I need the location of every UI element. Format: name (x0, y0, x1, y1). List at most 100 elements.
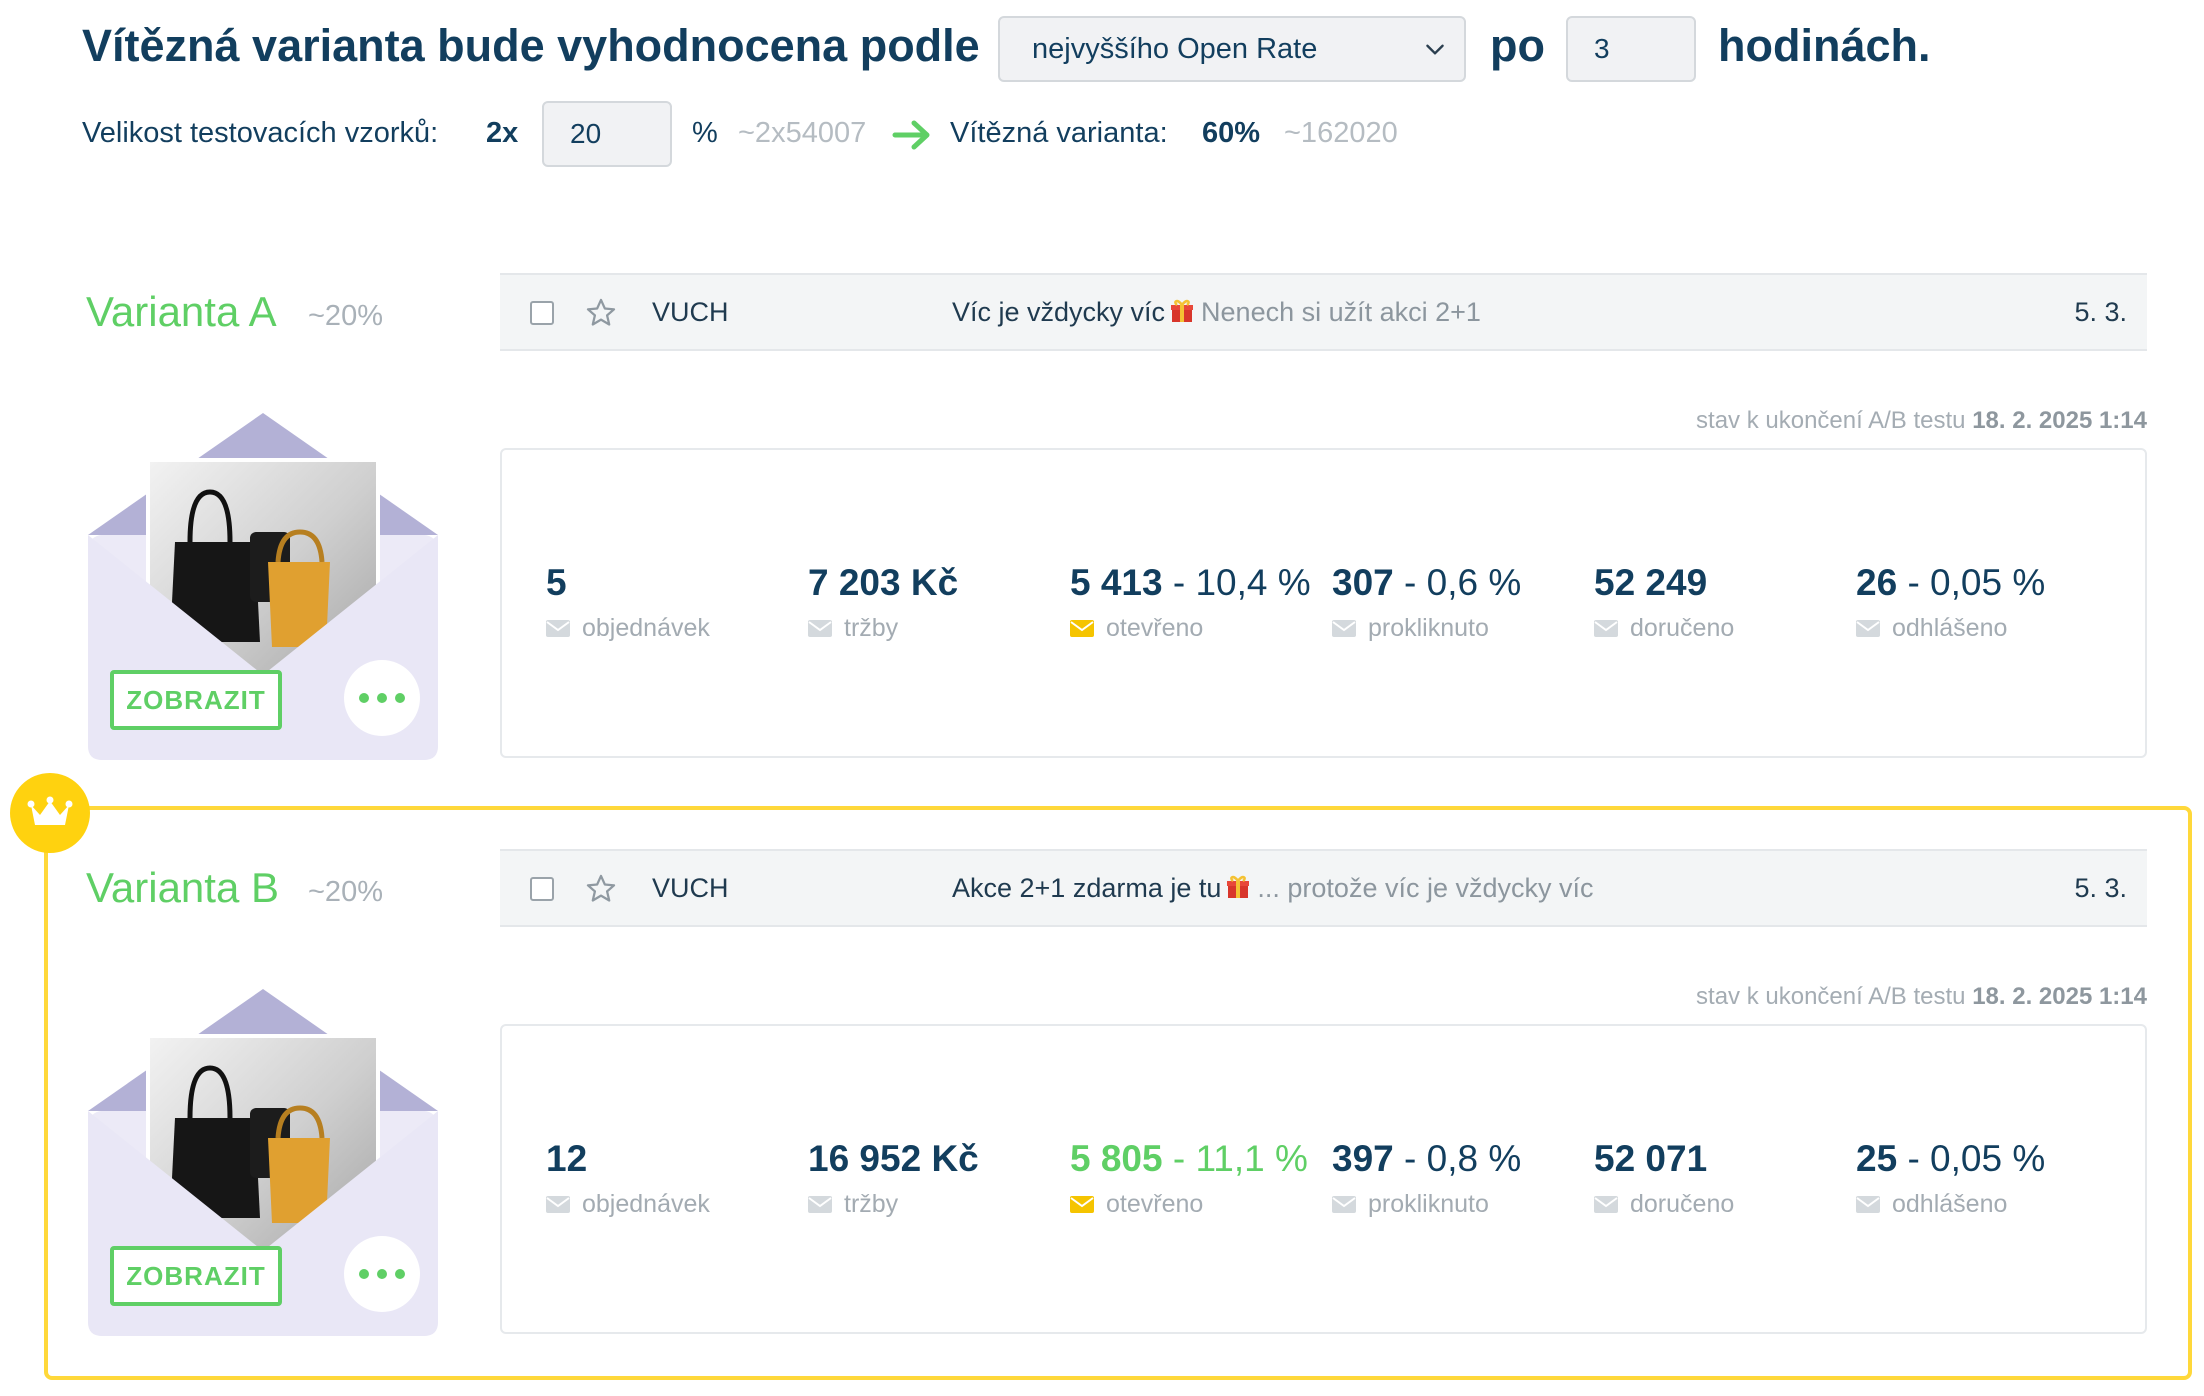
percent-sign: % (692, 117, 718, 149)
star-icon[interactable] (584, 872, 618, 906)
select-checkbox[interactable] (530, 877, 554, 901)
select-checkbox[interactable] (530, 301, 554, 325)
variant-share: ~20% (308, 300, 383, 332)
more-dots-icon (359, 693, 369, 703)
hours-input[interactable]: 3 (1566, 16, 1696, 82)
title-prefix: Vítězná varianta bude vyhodnocena podle (82, 20, 980, 71)
stat-value: 397 (1332, 1138, 1394, 1179)
stat-label: otevřeno (1106, 614, 1204, 642)
envelope-icon (1070, 1196, 1094, 1213)
sample-multiplier: 2x (486, 117, 519, 149)
sample-percent-input[interactable]: 20 (542, 101, 672, 167)
status-line: stav k ukončení A/B testu 18. 2. 2025 1:… (1696, 983, 2147, 1011)
stat-value: 16 952 Kč (808, 1138, 979, 1179)
envelope-icon (1856, 1196, 1880, 1213)
email-thumbnail-card: ZOBRAZIT (88, 410, 438, 760)
variant-title: Varianta B (86, 864, 279, 911)
arrow-right-icon (892, 120, 930, 150)
winner-highlight-frame (44, 806, 2192, 1380)
stat-label: objednávek (582, 1190, 710, 1218)
email-sender: VUCH (652, 297, 729, 327)
winner-percent: 60% (1202, 117, 1261, 149)
email-subject-line: Víc je vždycky víc Nenech si užít akci 2+… (952, 297, 1481, 328)
stat-label: tržby (844, 1190, 899, 1218)
more-options-button[interactable] (344, 660, 420, 736)
stat-orders: 5 objednávek (546, 562, 710, 643)
envelope-icon (1332, 620, 1356, 637)
winner-count: ~162020 (1284, 117, 1398, 149)
stat-rate: - 0,05 % (1907, 562, 2046, 603)
stat-label: odhlášeno (1892, 1190, 2008, 1218)
stat-revenue: 7 203 Kč tržby (808, 562, 958, 643)
stat-label: doručeno (1630, 1190, 1735, 1218)
show-button[interactable]: ZOBRAZIT (110, 670, 282, 730)
stat-orders: 12 objednávek (546, 1138, 710, 1219)
star-icon[interactable] (584, 296, 618, 330)
gift-icon (1227, 875, 1250, 898)
envelope-icon (1594, 620, 1618, 637)
stat-value: 307 (1332, 562, 1394, 603)
status-label: stav k ukončení A/B testu (1696, 407, 1966, 434)
email-subject: Víc je vždycky víc (952, 297, 1166, 327)
email-subject: Akce 2+1 zdarma je tu (952, 873, 1222, 903)
criterion-select[interactable]: nejvyššího Open Rate (998, 16, 1466, 82)
envelope-icon (1594, 1196, 1618, 1213)
variant-title: Varianta A (86, 288, 277, 335)
stat-rate: - 0,05 % (1907, 1138, 2046, 1179)
stat-value: 25 (1856, 1138, 1898, 1179)
more-options-button[interactable] (344, 1236, 420, 1312)
word-po: po (1490, 20, 1545, 71)
crown-icon (10, 773, 90, 853)
more-dots-icon (359, 1269, 369, 1279)
status-label: stav k ukončení A/B testu (1696, 983, 1966, 1010)
email-sender: VUCH (652, 873, 729, 903)
stat-unsubscribed: 25 - 0,05 % odhlášeno (1856, 1138, 2045, 1219)
stat-label: tržby (844, 614, 899, 642)
stat-delivered: 52 071 doručeno (1594, 1138, 1734, 1219)
stat-value: 26 (1856, 562, 1898, 603)
stat-opened: 5 805 - 11,1 % otevřeno (1070, 1138, 1308, 1219)
envelope-icon (546, 620, 570, 637)
envelope-icon (808, 1196, 832, 1213)
stat-label: objednávek (582, 614, 710, 642)
winner-label: Vítězná varianta: (950, 117, 1168, 149)
criterion-select-value: nejvyššího Open Rate (1032, 32, 1318, 65)
email-preview-row[interactable]: VUCH Akce 2+1 zdarma je tu ... protože ví… (500, 849, 2147, 927)
stat-clicked: 307 - 0,6 % prokliknuto (1332, 562, 1521, 643)
status-datetime: 18. 2. 2025 1:14 (1972, 407, 2147, 434)
variant-share: ~20% (308, 876, 383, 908)
bags-image (146, 1034, 380, 1250)
envelope-icon (1332, 1196, 1356, 1213)
stat-label: odhlášeno (1892, 614, 2008, 642)
email-preview-row[interactable]: VUCH Víc je vždycky víc Nenech si užít ak… (500, 273, 2147, 351)
stat-label: otevřeno (1106, 1190, 1204, 1218)
chevron-down-icon (1426, 44, 1444, 55)
envelope-icon (1070, 620, 1094, 637)
stat-value: 52 249 (1594, 562, 1708, 603)
stat-rate: - 10,4 % (1172, 562, 1311, 603)
stat-value: 5 (546, 562, 567, 603)
stat-rate: - 0,8 % (1404, 1138, 1522, 1179)
envelope-icon (1856, 620, 1880, 637)
stat-label: doručeno (1630, 614, 1735, 642)
stats-panel: 12 objednávek 16 952 Kč tržby 5 805 - 11… (500, 1024, 2147, 1334)
email-subject-line: Akce 2+1 zdarma je tu ... protože víc je … (952, 873, 1594, 904)
gift-icon (1171, 299, 1194, 322)
stat-revenue: 16 952 Kč tržby (808, 1138, 979, 1219)
stat-value: 7 203 Kč (808, 562, 959, 603)
stat-value: 5 413 (1070, 562, 1163, 603)
stat-value: 5 805 (1070, 1138, 1163, 1179)
stat-rate: - 11,1 % (1172, 1138, 1308, 1179)
stat-unsubscribed: 26 - 0,05 % odhlášeno (1856, 562, 2045, 643)
stat-value: 12 (546, 1138, 588, 1179)
stat-delivered: 52 249 doručeno (1594, 562, 1734, 643)
email-date: 5. 3. (2074, 873, 2127, 903)
stat-label: prokliknuto (1368, 614, 1489, 642)
show-button[interactable]: ZOBRAZIT (110, 1246, 282, 1306)
stat-value: 52 071 (1594, 1138, 1708, 1179)
stats-panel: 5 objednávek 7 203 Kč tržby 5 413 - 10,4… (500, 448, 2147, 758)
email-date: 5. 3. (2074, 297, 2127, 327)
envelope-icon (808, 620, 832, 637)
sample-count: ~2x54007 (738, 117, 867, 149)
stat-rate: - 0,6 % (1404, 562, 1522, 603)
